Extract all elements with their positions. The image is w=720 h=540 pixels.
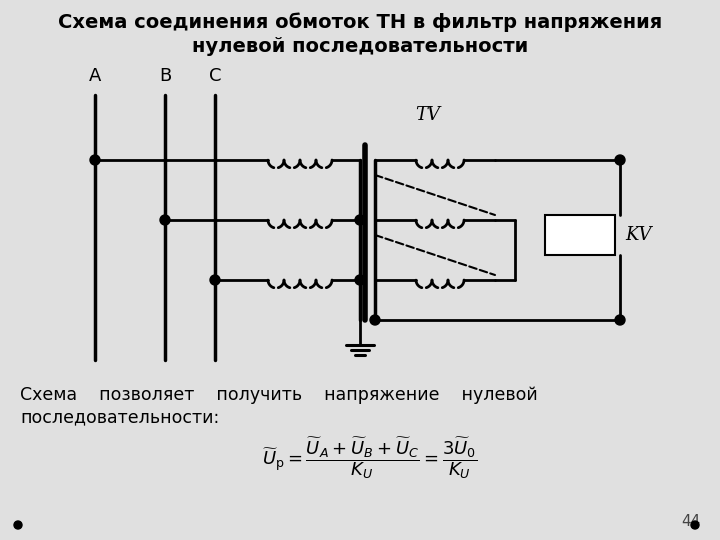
Circle shape	[210, 275, 220, 285]
Text: 44: 44	[680, 515, 700, 530]
Text: A: A	[89, 67, 102, 85]
Bar	[545, 215, 615, 255]
Circle shape	[160, 215, 170, 225]
Text: B: B	[159, 67, 171, 85]
Circle shape	[14, 521, 22, 529]
Circle shape	[615, 315, 625, 325]
Circle shape	[615, 155, 625, 165]
Text: нулевой последовательности: нулевой последовательности	[192, 37, 528, 56]
Text: Схема соединения обмоток ТН в фильтр напряжения: Схема соединения обмоток ТН в фильтр нап…	[58, 12, 662, 32]
Text: Схема    позволяет    получить    напряжение    нулевой: Схема позволяет получить напряжение нуле…	[20, 386, 538, 404]
Circle shape	[355, 215, 365, 225]
Text: KV: KV	[625, 226, 652, 244]
Text: TV: TV	[415, 106, 440, 124]
Circle shape	[691, 521, 699, 529]
Text: $\widetilde{U}_\mathrm{р} = \dfrac{\widetilde{U}_A + \widetilde{U}_B + \widetild: $\widetilde{U}_\mathrm{р} = \dfrac{\wide…	[262, 435, 477, 481]
Circle shape	[370, 315, 380, 325]
Text: C: C	[209, 67, 221, 85]
Text: последовательности:: последовательности:	[20, 408, 220, 426]
Circle shape	[90, 155, 100, 165]
Circle shape	[355, 275, 365, 285]
